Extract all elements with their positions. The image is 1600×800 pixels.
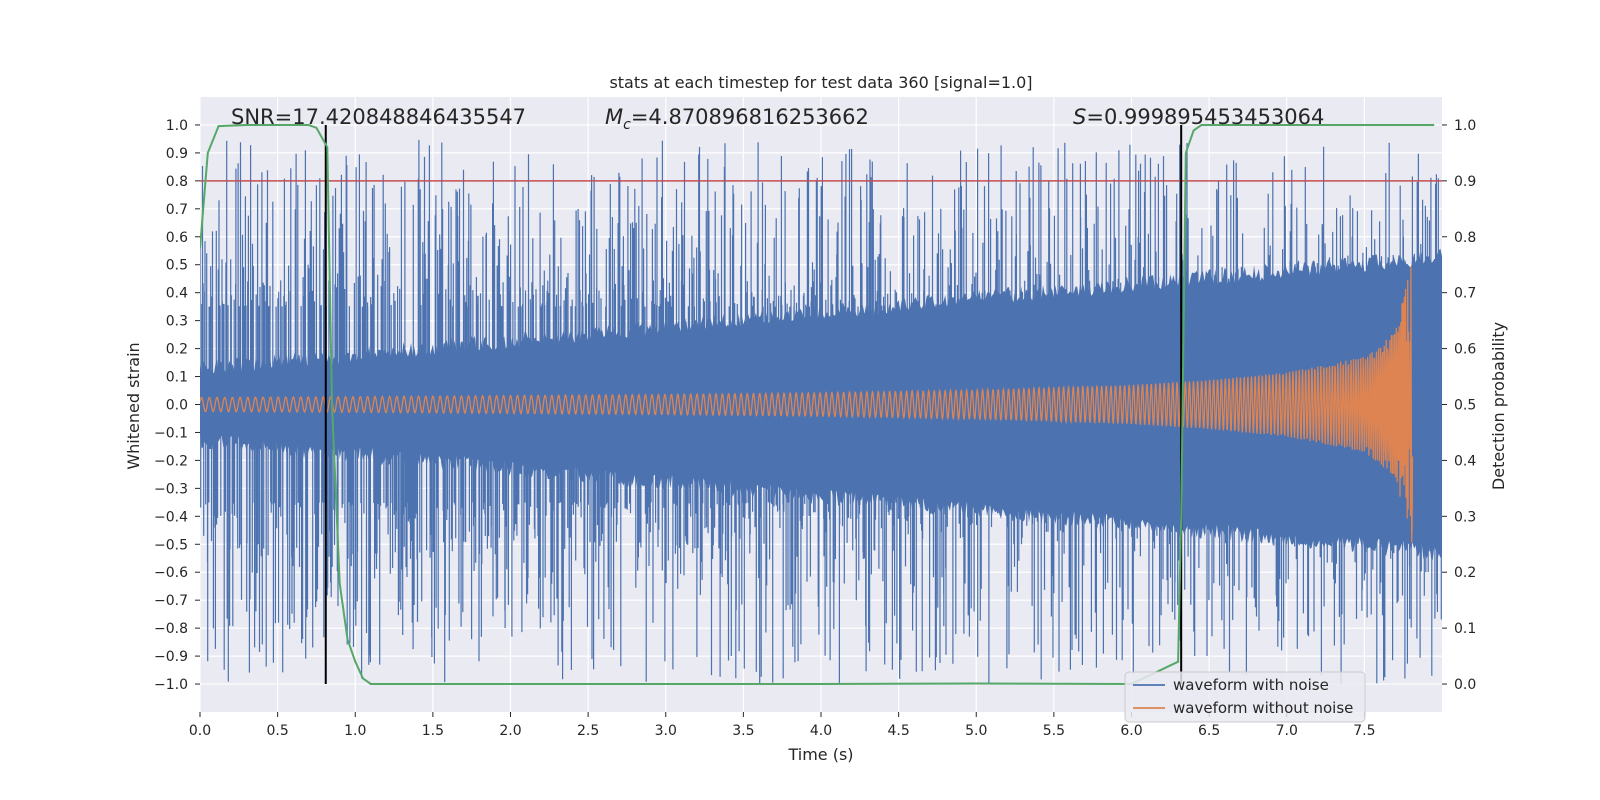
y-left-tick-label: −0.1 bbox=[154, 425, 188, 441]
y-left-tick-label: 0.5 bbox=[166, 258, 188, 274]
x-tick-label: 5.0 bbox=[965, 723, 987, 739]
x-tick-label: 7.0 bbox=[1276, 723, 1298, 739]
x-tick-label: 2.0 bbox=[499, 723, 521, 739]
y-right-tick-label: 0.1 bbox=[1454, 621, 1476, 637]
x-tick-label: 4.0 bbox=[810, 723, 832, 739]
waveform-with-noise-spikes bbox=[200, 139, 1442, 684]
y-left-tick-label: 0.6 bbox=[166, 230, 188, 246]
x-tick-label: 0.0 bbox=[189, 723, 211, 739]
y-left-tick-label: 0.4 bbox=[166, 286, 188, 302]
x-tick-label: 3.5 bbox=[732, 723, 754, 739]
y-right-tick-label: 0.9 bbox=[1454, 174, 1476, 190]
x-axis-label: Time (s) bbox=[787, 745, 853, 764]
y-left-tick-label: 0.8 bbox=[166, 174, 188, 190]
chirp-mass-annotation: Mc=4.870896816253662 bbox=[605, 105, 869, 133]
legend-label-clean: waveform without noise bbox=[1173, 699, 1353, 717]
y-left-tick-label: 0.2 bbox=[166, 342, 188, 358]
y-axis-left-ticks: 1.0 0.9 0.8 0.7 0.6 0.5 0.4 0.3 0.2 0.1 0.0 −0.1 −0.… bbox=[154, 118, 200, 693]
y-left-tick-label: 1.0 bbox=[166, 118, 188, 134]
y-left-tick-label: 0.0 bbox=[166, 398, 188, 414]
legend-box bbox=[1124, 671, 1366, 723]
x-tick-label: 2.5 bbox=[577, 723, 599, 739]
snr-annotation: SNR=17.420848846435547 bbox=[231, 105, 526, 129]
y-left-tick-label: −0.4 bbox=[154, 509, 188, 525]
y-right-tick-label: 0.3 bbox=[1454, 509, 1476, 525]
x-tick-label: 3.0 bbox=[655, 723, 677, 739]
legend: waveform with noise waveform without noi… bbox=[1124, 671, 1366, 723]
y-left-tick-label: −0.8 bbox=[154, 621, 188, 637]
y-right-tick-label: 0.4 bbox=[1454, 453, 1476, 469]
y-left-tick-label: −0.5 bbox=[154, 537, 188, 553]
y-left-tick-label: −0.6 bbox=[154, 565, 188, 581]
x-tick-label: 6.0 bbox=[1120, 723, 1142, 739]
y-right-tick-label: 0.0 bbox=[1454, 677, 1476, 693]
chart-title: stats at each timestep for test data 360… bbox=[609, 73, 1032, 92]
x-axis-ticks: 0.0 0.5 1.0 1.5 2.0 2.5 3.0 3.5 4.0 4.5 5.0 5.5 6.0 6… bbox=[189, 712, 1376, 739]
y-right-tick-label: 0.6 bbox=[1454, 342, 1476, 358]
y-right-tick-label: 0.8 bbox=[1454, 230, 1476, 246]
y-right-tick-label: 1.0 bbox=[1454, 118, 1476, 134]
x-tick-label: 1.5 bbox=[422, 723, 444, 739]
detection-probability-line bbox=[200, 124, 1435, 686]
y-axis-right-ticks: 1.0 0.9 0.8 0.7 0.6 0.5 0.4 0.3 0.2 0.1 0.0 bbox=[1442, 118, 1476, 693]
y-left-tick-label: 0.7 bbox=[166, 202, 188, 218]
x-tick-label: 4.5 bbox=[887, 723, 909, 739]
y-left-tick-label: −0.7 bbox=[154, 593, 188, 609]
y-left-tick-label: −0.3 bbox=[154, 481, 188, 497]
x-tick-label: 6.5 bbox=[1198, 723, 1220, 739]
y-right-tick-label: 0.7 bbox=[1454, 286, 1476, 302]
x-tick-label: 7.5 bbox=[1353, 723, 1375, 739]
y-right-tick-label: 0.2 bbox=[1454, 565, 1476, 581]
x-tick-label: 1.0 bbox=[344, 723, 366, 739]
y-left-tick-label: 0.9 bbox=[166, 146, 188, 162]
x-tick-label: 5.5 bbox=[1043, 723, 1065, 739]
y-left-tick-label: 0.3 bbox=[166, 314, 188, 330]
waveform-without-noise-line bbox=[200, 266, 1414, 543]
x-tick-label: 0.5 bbox=[266, 723, 288, 739]
y-axis-right-label: Detection probability bbox=[1489, 322, 1508, 490]
y-left-tick-label: 0.1 bbox=[166, 370, 188, 386]
y-left-tick-label: −0.2 bbox=[154, 453, 188, 469]
y-axis-left-label: Whitened strain bbox=[124, 342, 143, 469]
legend-label-noise: waveform with noise bbox=[1173, 676, 1329, 694]
y-right-tick-label: 0.5 bbox=[1454, 398, 1476, 414]
y-left-tick-label: −0.9 bbox=[154, 649, 188, 665]
y-left-tick-label: −1.0 bbox=[154, 677, 188, 693]
s-statistic-annotation: S=0.999895453453064 bbox=[1073, 105, 1324, 129]
